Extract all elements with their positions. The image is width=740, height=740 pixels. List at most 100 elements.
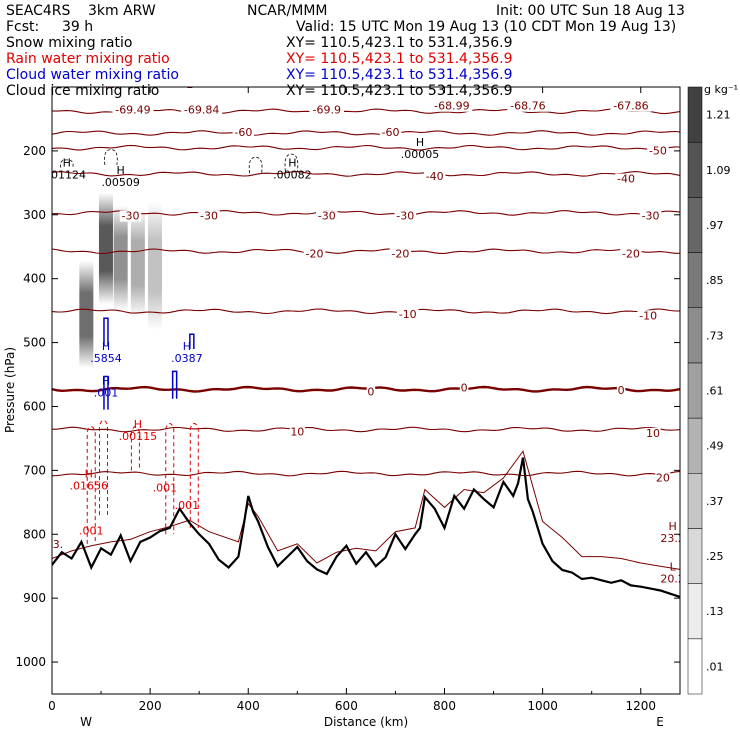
extremum-marker: H [102,374,110,387]
colorbar-swatch [687,473,703,529]
contour-label-bg [647,145,669,157]
y-tick-label: 600 [23,399,46,413]
contour-label: -69.84 [184,104,219,117]
colorbar: .01 .13 .25 .37 .49 .61 .73 .85 .97 1.09 1.21 g kg⁻… [687,83,738,695]
extremum-value: .001 [153,482,178,495]
contour-label-bg [181,104,223,116]
cloud-ice-contour [104,149,118,166]
contour-label: -30 [318,210,336,223]
colorbar-tick-label: .49 [706,440,724,453]
snow-shading-column [113,205,128,311]
extremum-marker: L [108,78,115,91]
cloud-water-contour [103,375,109,410]
xy-label-top: XY= 110.5,423.1 to 531.4,356.9 [286,35,513,51]
cloud-ice-contour [284,153,299,172]
contour-labels: -69.49 -69.84 -69.9 -68.99 -68.76 -67.86 -60 -6… [112,100,671,485]
contour-label: -60 [382,126,400,139]
colorbar-swatch [687,362,703,419]
extremum-value: .001 [175,499,200,512]
contour-label-bg [615,173,637,185]
contour-label: -10 [639,309,657,322]
x-tick-label: 600 [335,699,358,713]
y-tick-label: 700 [23,463,46,477]
snow-shading [79,192,163,369]
extremum-value: .5854 [90,352,122,365]
colorbar-swatch [687,307,703,364]
colorbar-unit: g kg⁻¹ [704,83,738,96]
colorbar-tick-label: .97 [706,219,724,232]
contour-label: -50 [649,144,667,157]
contour-label-bg [289,426,305,438]
contour-label: -30 [200,210,218,223]
extremum-value: .00509 [101,176,140,189]
extremum-value: .00115 [119,430,158,443]
forecast-hours: 39 h [62,19,93,35]
rain-contour [189,422,199,528]
cloud-water-contours [103,317,195,410]
extremum-marker: H [117,164,125,177]
isotherm--70 [52,108,680,115]
colorbar-tick-label: .25 [706,550,724,563]
temperature-contours [52,108,680,570]
valid-time-label: Valid: 15 UTC Mon 19 Aug 13 (10 CDT Mon … [296,19,676,35]
y-axis-label: Pressure (hPa) [3,347,17,433]
contour-label: -60 [234,126,252,139]
rain-contour [86,426,96,544]
colorbar-tick-label: .01 [706,660,724,673]
contour-label: -20 [391,247,409,260]
x-tick-label: 200 [139,699,162,713]
isotherm-10 [52,426,680,433]
rain-contour [99,419,109,516]
isotherm--60 [52,130,680,136]
y-tick-label: 200 [23,144,46,158]
snow-shading-column [79,260,94,369]
contour-label-bg [112,104,154,116]
contour-label-bg [507,100,549,112]
rain-water-contours [86,419,199,544]
contour-label-bg [394,210,416,222]
contour-label: -68.76 [510,100,545,113]
colorbar-swatch [687,197,703,253]
extremum-value: 23.2 [660,532,685,545]
x-axis-label: Distance (km) [324,715,408,729]
extremum-marker: H [288,156,296,169]
contour-label-bg [639,210,662,222]
extremum-marker: H [63,156,71,169]
contour-label: -40 [426,170,444,183]
colorbar-tick-label: .13 [706,605,724,618]
extremum-value: .00082 [273,168,312,181]
extremum-value: 23. [46,538,64,551]
cloud-ice-contours [59,149,299,174]
contour-label: -69.49 [115,104,150,117]
colorbar-swatch [687,638,703,695]
extremum-marker: H [669,520,677,533]
legend-xy-2: XY= 110.5,423.1 to 531.4,356.9 [286,67,513,83]
x-tick-label: 400 [237,699,260,713]
cloud-ice-contour [59,159,74,168]
y-tick-label: 400 [23,272,46,286]
extremum-value: .0387 [171,352,203,365]
colorbar-swatch [687,252,703,308]
contour-label-bg [423,171,446,183]
contour-label: -20 [306,247,324,260]
terrain [52,457,680,598]
isotherm-0 [52,385,680,393]
contour-label-bg [645,427,661,439]
extremum-value: 20.2 [660,572,685,585]
rain-contour [165,422,175,535]
isotherm-20 [52,470,680,477]
contour-label: 10 [646,427,660,440]
contour-label: 0 [618,384,625,397]
colorbar-tick-label: .85 [706,274,724,287]
extremum-marker: H [416,136,424,149]
y-tick-label: 1000 [15,655,46,669]
x-tick-label: 1200 [625,699,656,713]
colorbar-tick-label: 1.21 [706,109,731,122]
contour-label-bg [303,248,326,260]
extremum-value: .01124 [47,168,86,181]
colorbar-tick-label: .73 [706,329,724,342]
cloud-water-contour [171,370,178,399]
legend-label-0: Snow mixing ratio [6,35,132,51]
contour-label: 10 [290,426,304,439]
y-tick-label: 500 [23,336,46,350]
